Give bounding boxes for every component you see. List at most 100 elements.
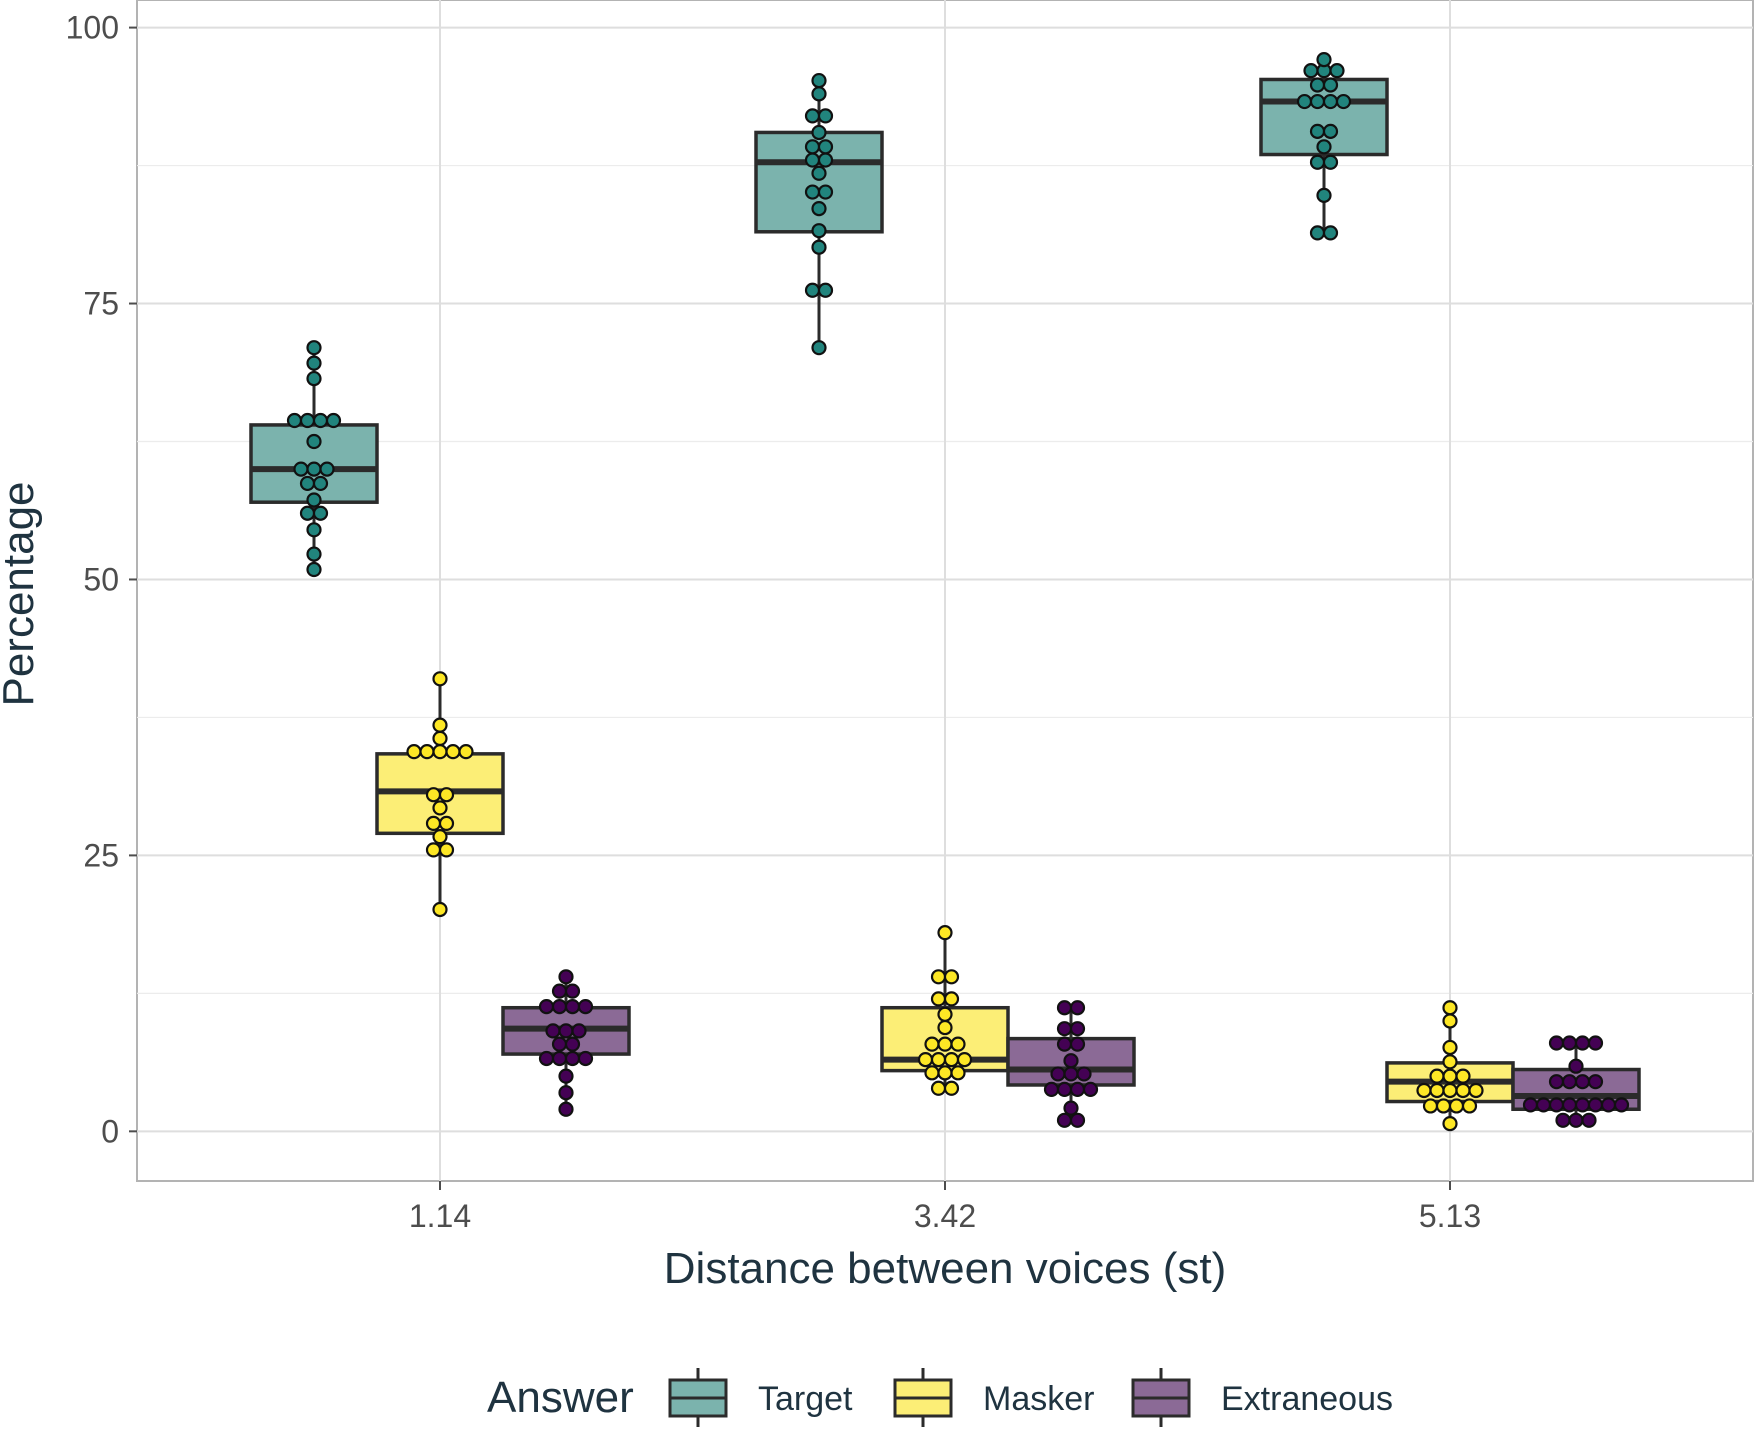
data-point xyxy=(1568,1058,1584,1074)
data-point xyxy=(804,282,821,298)
data-point xyxy=(299,505,316,521)
data-point xyxy=(558,1023,574,1039)
data-point xyxy=(1461,1098,1478,1114)
data-point xyxy=(564,1036,581,1052)
data-point xyxy=(306,355,322,371)
data-point xyxy=(432,671,448,687)
data-point xyxy=(306,370,322,387)
data-point xyxy=(924,1065,940,1081)
data-point xyxy=(943,1051,960,1068)
data-point xyxy=(558,969,574,985)
data-point xyxy=(1322,123,1339,139)
data-point xyxy=(312,505,329,521)
data-point xyxy=(811,72,827,89)
data-point xyxy=(1296,93,1313,110)
data-point xyxy=(419,744,435,760)
data-point xyxy=(943,991,960,1007)
data-point xyxy=(817,282,834,298)
y-axis-ticks: 0 25 50 75 100 xyxy=(66,10,137,1149)
data-point xyxy=(804,184,821,200)
data-point xyxy=(425,815,442,831)
legend-title: Answer xyxy=(487,1373,634,1422)
y-tick-label: 25 xyxy=(83,837,119,873)
data-point xyxy=(325,412,342,429)
data-point xyxy=(930,991,947,1007)
data-point xyxy=(1429,1082,1445,1099)
data-point xyxy=(811,124,827,141)
data-point xyxy=(312,475,329,492)
data-point xyxy=(1574,1097,1591,1113)
legend-item-target: Target xyxy=(668,1368,853,1427)
data-point xyxy=(406,744,422,760)
data-point xyxy=(293,461,309,477)
data-point xyxy=(425,787,442,803)
data-point xyxy=(438,815,455,831)
data-point xyxy=(1574,1035,1591,1051)
box-extraneous-1-14 xyxy=(501,969,631,1117)
data-point xyxy=(299,475,316,492)
data-point xyxy=(1076,1066,1092,1082)
data-point xyxy=(811,201,827,217)
data-point xyxy=(1442,1000,1458,1016)
data-point xyxy=(564,999,581,1015)
data-point xyxy=(1069,1000,1086,1016)
data-point xyxy=(1555,1112,1571,1128)
data-point xyxy=(306,340,322,356)
data-point xyxy=(937,925,953,941)
x-tick-label: 3.42 xyxy=(914,1198,976,1234)
data-point xyxy=(1335,93,1352,110)
data-point xyxy=(1056,1000,1073,1016)
legend-item-extraneous: Extraneous xyxy=(1131,1368,1393,1427)
data-point xyxy=(1050,1066,1066,1082)
data-point xyxy=(804,139,821,155)
data-point xyxy=(1322,154,1339,170)
data-point xyxy=(1309,225,1326,241)
data-point xyxy=(1587,1097,1604,1113)
data-point xyxy=(1056,1036,1073,1052)
data-point xyxy=(817,152,834,168)
data-point xyxy=(1561,1097,1578,1113)
data-point xyxy=(811,239,827,255)
data-point xyxy=(817,108,834,124)
data-point xyxy=(577,1050,594,1067)
data-point xyxy=(1587,1035,1604,1051)
legend-label: Extraneous xyxy=(1221,1380,1393,1418)
data-point xyxy=(924,1036,940,1052)
data-point xyxy=(1435,1098,1452,1114)
data-point xyxy=(1316,139,1332,155)
data-point xyxy=(306,546,322,562)
data-point xyxy=(558,1068,574,1084)
data-point xyxy=(319,461,335,477)
data-point xyxy=(306,461,322,477)
data-point xyxy=(571,1023,587,1039)
data-point xyxy=(1309,123,1326,139)
data-point xyxy=(551,1036,568,1052)
data-point xyxy=(1561,1074,1578,1090)
data-point xyxy=(564,983,581,999)
data-point xyxy=(551,1050,568,1067)
box-extraneous-3-42 xyxy=(1006,1000,1136,1128)
data-point xyxy=(817,184,834,200)
legend-item-masker: Masker xyxy=(893,1368,1094,1427)
data-point xyxy=(1535,1097,1552,1113)
data-point xyxy=(1548,1074,1565,1090)
data-point xyxy=(1043,1081,1060,1097)
y-tick-label: 100 xyxy=(66,10,119,46)
data-point xyxy=(538,999,555,1015)
data-point xyxy=(1082,1081,1099,1097)
y-axis-title: Percentage xyxy=(0,481,43,706)
data-point xyxy=(950,1036,966,1052)
data-point xyxy=(1056,1081,1073,1097)
data-point xyxy=(937,1019,953,1036)
data-point xyxy=(545,1023,561,1039)
box-masker-5-13 xyxy=(1385,1000,1515,1132)
data-point xyxy=(432,800,448,816)
legend-label: Masker xyxy=(983,1380,1094,1418)
legend: Answer Target Masker Extraneous xyxy=(487,1368,1393,1427)
x-tick-label: 5.13 xyxy=(1419,1198,1481,1234)
data-point xyxy=(1442,1013,1458,1029)
data-point xyxy=(286,412,303,429)
data-point xyxy=(445,744,461,760)
data-point xyxy=(538,1050,555,1067)
data-point xyxy=(1442,1116,1458,1132)
